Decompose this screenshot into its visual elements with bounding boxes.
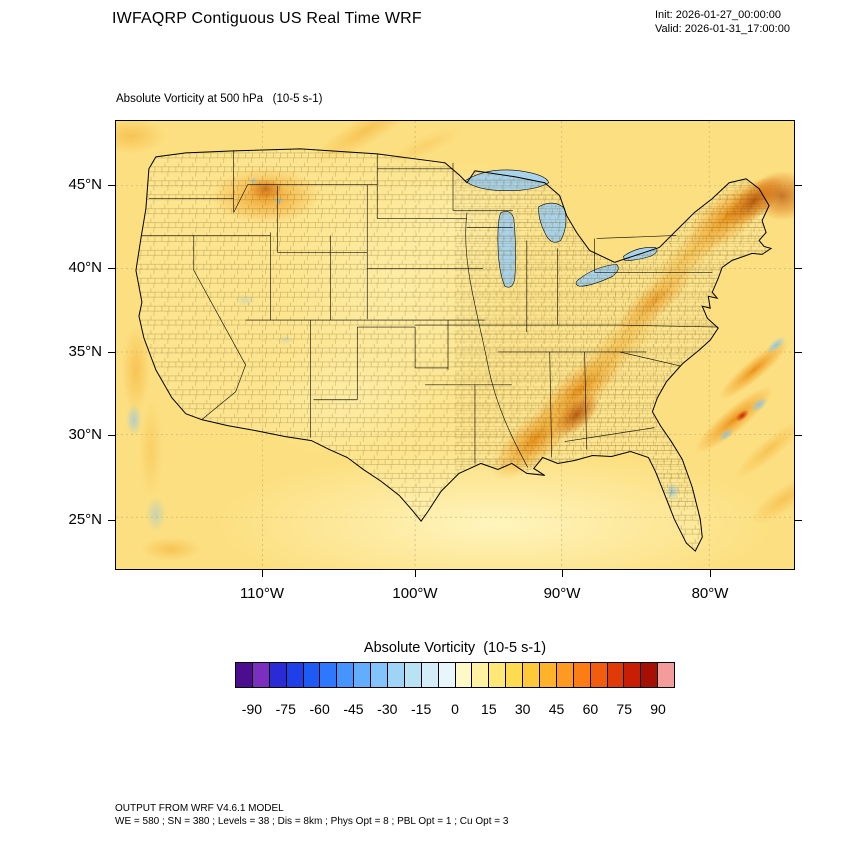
valid-time-label: Valid: 2026-01-31_17:00:00 [655, 22, 790, 35]
run-info: Init: 2026-01-27_00:00:00 Valid: 2026-01… [655, 9, 790, 36]
y-axis-tick-mark [795, 352, 802, 353]
colorbar-segment [607, 663, 625, 687]
colorbar-segment [303, 663, 321, 687]
colorbar-tick-label: 75 [616, 701, 633, 717]
colorbar-segment [388, 663, 405, 687]
colorbar-segment [236, 663, 253, 687]
colorbar-tick-label: -45 [343, 701, 364, 717]
colorbar-tick-label: 30 [514, 701, 531, 717]
y-axis-tick-label: 45°N [68, 176, 102, 193]
y-axis-tick-label: 40°N [68, 259, 102, 276]
init-time-label: Init: 2026-01-27_00:00:00 [655, 9, 781, 21]
colorbar-tick-label: 60 [582, 701, 599, 717]
map-subtitle: Absolute Vorticity at 500 hPa (10-5 s-1) [116, 93, 323, 105]
colorbar-segment [269, 663, 287, 687]
colorbar [235, 662, 675, 688]
figure-title: IWFAQRP Contiguous US Real Time WRF [112, 10, 422, 27]
footer-notes: OUTPUT FROM WRF V4.6.1 MODEL WE = 580 ; … [115, 803, 508, 828]
x-axis-tick-mark [415, 570, 416, 577]
colorbar-segment [472, 663, 490, 687]
colorbar-segment [641, 663, 659, 687]
y-axis-tick-mark [795, 185, 802, 186]
colorbar-segment [404, 663, 422, 687]
colorbar-segment [286, 663, 304, 687]
x-axis-tick-label: 110°W [239, 585, 285, 602]
x-axis-tick-mark [262, 570, 263, 577]
colorbar-segment [489, 663, 507, 687]
colorbar-segment [624, 663, 642, 687]
y-axis-tick-mark [108, 520, 115, 521]
colorbar-segment [573, 663, 591, 687]
colorbar-tick-label: 90 [650, 701, 666, 717]
x-axis-tick-mark [710, 570, 711, 577]
y-axis-tick-mark [795, 520, 802, 521]
colorbar-segment [556, 663, 574, 687]
colorbar-segment [354, 663, 372, 687]
colorbar-tick-label: -60 [309, 701, 330, 717]
footer-config-line: WE = 580 ; SN = 380 ; Levels = 38 ; Dis … [115, 815, 509, 827]
state-borders [140, 150, 719, 468]
colorbar-tick-label: 45 [548, 701, 565, 717]
colorbar-segment [421, 663, 439, 687]
colorbar-tick-label: 0 [451, 701, 459, 717]
y-axis-tick-label: 30°N [68, 426, 102, 443]
colorbar-tick-label: 15 [481, 701, 497, 717]
x-axis-tick-label: 90°W [543, 585, 581, 602]
map-plot-area [115, 120, 795, 570]
y-axis-tick-mark [795, 435, 802, 436]
colorbar-segment [371, 663, 389, 687]
colorbar-tick-label: -90 [241, 701, 263, 717]
colorbar-segment [523, 663, 541, 687]
colorbar-tick-label: -75 [275, 701, 296, 717]
y-axis-tick-mark [108, 352, 115, 353]
colorbar-segment [252, 663, 270, 687]
y-axis-tick-mark [108, 435, 115, 436]
colorbar-title: Absolute Vorticity (10-5 s-1) [363, 640, 547, 656]
colorbar-tick-label: -15 [411, 701, 432, 717]
colorbar-segment [438, 663, 456, 687]
wrf-map-svg [116, 121, 794, 569]
x-axis-tick-label: 100°W [392, 585, 438, 602]
x-axis-tick-label: 80°W [691, 585, 729, 602]
colorbar-segment [506, 663, 524, 687]
colorbar-segment [455, 663, 473, 687]
colorbar-segment [658, 663, 675, 687]
colorbar-segment [590, 663, 608, 687]
y-axis-tick-label: 25°N [68, 511, 102, 528]
x-axis-tick-mark [562, 570, 563, 577]
footer-model-line: OUTPUT FROM WRF V4.6.1 MODEL [115, 803, 284, 814]
colorbar-segment [320, 663, 338, 687]
y-axis-tick-mark [795, 268, 802, 269]
colorbar-segment [540, 663, 557, 687]
colorbar-segment [337, 663, 355, 687]
y-axis-tick-mark [108, 268, 115, 269]
colorbar-tick-label: -30 [377, 701, 398, 717]
y-axis-tick-mark [108, 185, 115, 186]
y-axis-tick-label: 35°N [68, 343, 102, 360]
